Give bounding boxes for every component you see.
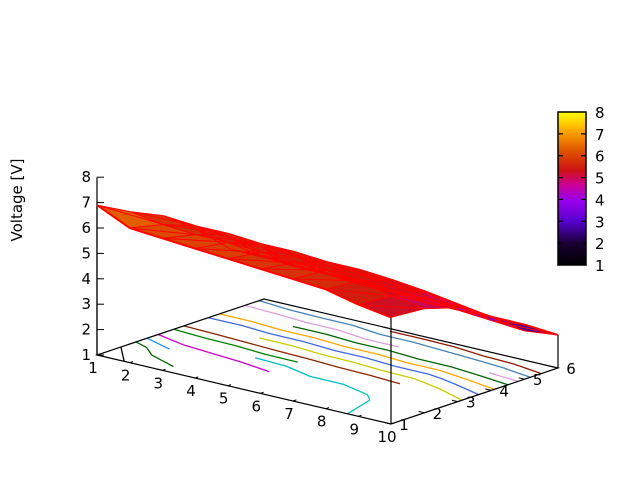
y-tick-1: 1 bbox=[399, 416, 409, 434]
x-tick-4: 4 bbox=[186, 382, 196, 400]
x-tick-10: 10 bbox=[377, 428, 396, 446]
colorbar[interactable]: 1 2 3 4 5 6 7 8 bbox=[557, 104, 605, 275]
x-tick-1: 1 bbox=[88, 359, 98, 377]
colorbar-tick-6: 6 bbox=[595, 148, 605, 166]
z-tick-7: 7 bbox=[81, 194, 91, 212]
y-tick-2: 2 bbox=[433, 405, 443, 423]
x-tick-7: 7 bbox=[284, 405, 294, 423]
z-axis bbox=[96, 176, 104, 356]
colorbar-tick-5: 5 bbox=[595, 170, 605, 188]
y-tick-5: 5 bbox=[533, 371, 543, 389]
colorbar-tick-3: 3 bbox=[595, 213, 605, 231]
x-tick-6: 6 bbox=[252, 397, 262, 415]
z-tick-3: 3 bbox=[81, 295, 91, 313]
x-tick-9: 9 bbox=[350, 420, 360, 438]
z-axis-title: Voltage [V] bbox=[8, 159, 26, 242]
colorbar-tick-2: 2 bbox=[595, 235, 605, 253]
colorbar-gradient[interactable] bbox=[557, 111, 587, 266]
y-tick-6: 6 bbox=[566, 360, 576, 378]
z-tick-2: 2 bbox=[81, 321, 91, 339]
colorbar-tick-1: 1 bbox=[595, 257, 605, 275]
colorbar-tick-8: 8 bbox=[595, 104, 605, 122]
z-tick-6: 6 bbox=[81, 219, 91, 237]
y-tick-4: 4 bbox=[499, 382, 509, 400]
x-tick-5: 5 bbox=[219, 390, 229, 408]
x-tick-3: 3 bbox=[154, 374, 164, 392]
x-tick-2: 2 bbox=[121, 367, 131, 385]
z-tick-8: 8 bbox=[81, 168, 91, 186]
colorbar-tick-4: 4 bbox=[595, 191, 605, 209]
z-tick-5: 5 bbox=[81, 244, 91, 262]
y-tick-3: 3 bbox=[466, 394, 476, 412]
vertical-drop-lines bbox=[96, 205, 559, 424]
x-tick-8: 8 bbox=[317, 413, 327, 431]
z-tick-1: 1 bbox=[81, 346, 91, 364]
surface-mesh bbox=[96, 204, 559, 336]
z-tick-4: 4 bbox=[81, 270, 91, 288]
colorbar-tick-7: 7 bbox=[595, 126, 605, 144]
base-contour-lines bbox=[120, 299, 542, 415]
